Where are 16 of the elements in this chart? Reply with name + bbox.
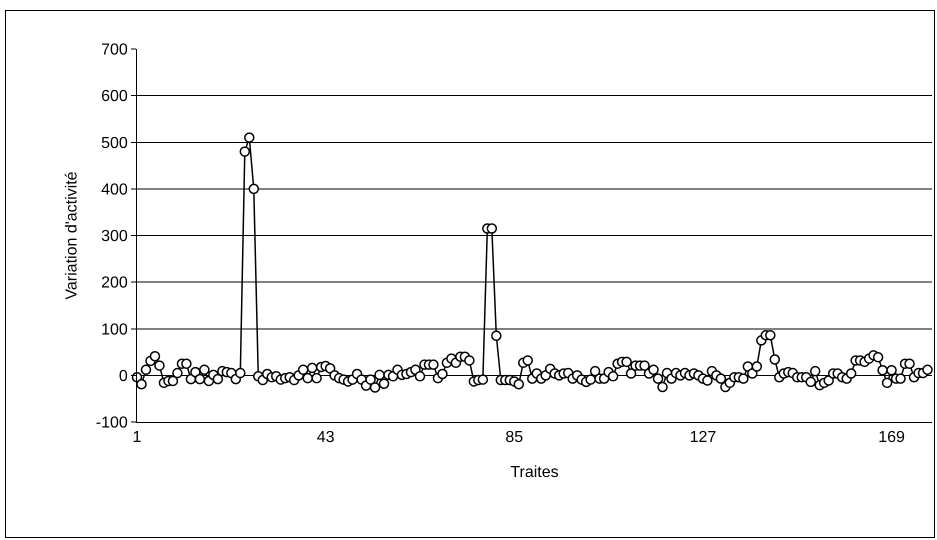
x-tick-label: 43	[316, 429, 335, 446]
y-tick-label: 400	[101, 181, 128, 198]
x-tick-label: 127	[690, 429, 716, 446]
y-tick-label: 200	[101, 274, 128, 292]
y-tick-label: 700	[101, 42, 128, 59]
x-axis-title: Traites	[510, 464, 559, 481]
x-tick-label: 85	[505, 429, 524, 446]
y-tick-label: -100	[96, 414, 128, 432]
y-tick-label: 100	[101, 321, 128, 338]
x-tick-label: 169	[878, 429, 906, 446]
y-tick-label: 600	[101, 88, 128, 106]
y-axis-title: Variation d'activité	[64, 171, 81, 300]
y-tick-label: 0	[118, 368, 128, 385]
x-tick-label: 1	[132, 429, 142, 446]
y-tick-label: 500	[101, 134, 128, 152]
y-tick-label: 300	[101, 228, 128, 246]
